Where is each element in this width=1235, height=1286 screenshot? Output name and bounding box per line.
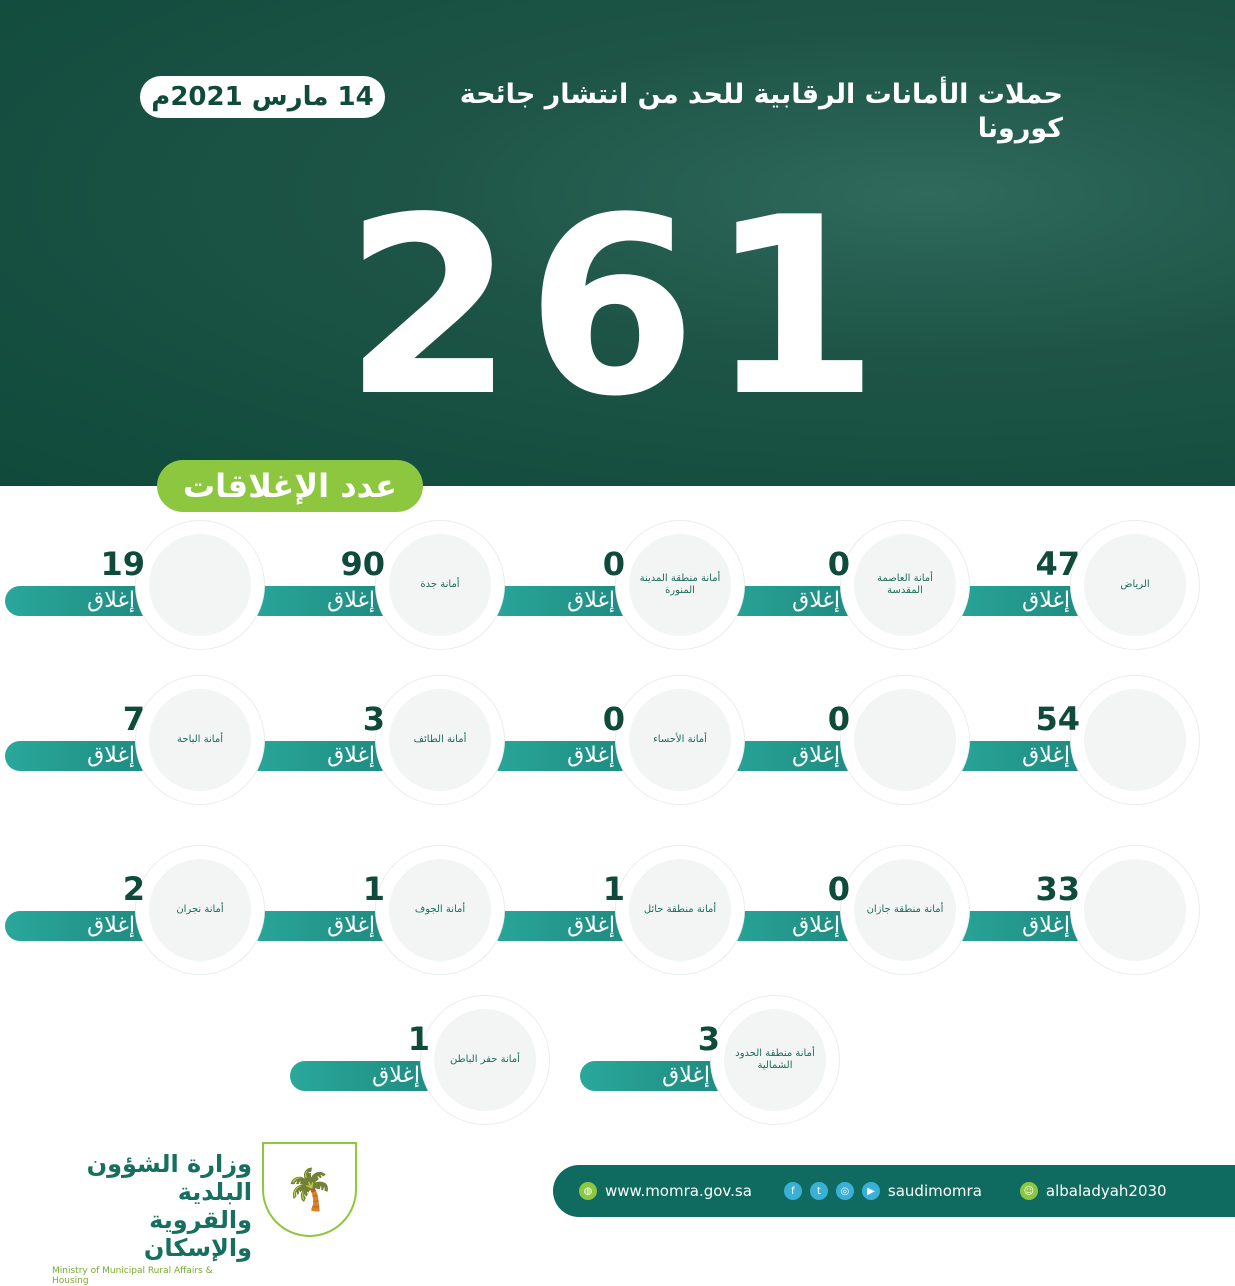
closure-count: 2 <box>122 870 145 908</box>
ministry-name-ar-2: والقروية والإسكان <box>143 1206 252 1262</box>
contact-bar: ◍ www.momra.gov.sa f t ◎ ▶ saudimomra ☺ … <box>553 1165 1235 1217</box>
facebook-icon[interactable]: f <box>783 1182 802 1200</box>
municipality-logo: أمانة منطقة حائل <box>629 859 731 961</box>
municipality-logo: أمانة الجوف <box>389 859 491 961</box>
municipality-logo <box>1084 689 1186 791</box>
municipality-item: إغلاق 54 <box>940 675 1200 805</box>
municipality-logo: أمانة نجران <box>149 859 251 961</box>
palm-swords-emblem-icon: 🌴 <box>262 1142 357 1237</box>
date-badge: 14 مارس 2021م <box>140 76 385 118</box>
municipality-item: إغلاق أمانة الأحساء 0 <box>485 675 745 805</box>
municipality-item: إغلاق الرياض 47 <box>940 520 1200 650</box>
closure-count: 3 <box>697 1020 720 1058</box>
closure-count: 47 <box>1035 545 1080 583</box>
municipality-item: إغلاق أمانة منطقة جازان 0 <box>710 845 970 975</box>
closure-count: 0 <box>827 700 850 738</box>
municipality-item: إغلاق أمانة حفر الباطن 1 <box>290 995 550 1125</box>
municipality-logo: أمانة منطقة الحدود الشمالية <box>724 1009 826 1111</box>
closure-count: 0 <box>827 545 850 583</box>
closure-count: 54 <box>1035 700 1080 738</box>
municipality-item: إغلاق أمانة منطقة الحدود الشمالية 3 <box>580 995 840 1125</box>
closure-count: 0 <box>602 545 625 583</box>
closure-count: 33 <box>1035 870 1080 908</box>
total-closures: 261 <box>343 165 892 450</box>
municipality-logo: أمانة حفر الباطن <box>434 1009 536 1111</box>
ministry-logo-text: وزارة الشؤون البلدية والقروية والإسكان M… <box>52 1150 252 1286</box>
closure-count: 90 <box>340 545 385 583</box>
ministry-name-ar-1: وزارة الشؤون البلدية <box>86 1150 252 1206</box>
municipality-logo: أمانة منطقة جازان <box>854 859 956 961</box>
municipality-item: إغلاق أمانة العاصمة المقدسة 0 <box>710 520 970 650</box>
municipality-item: إغلاق أمانة منطقة المدينة المنورة 0 <box>485 520 745 650</box>
website-link[interactable]: www.momra.gov.sa <box>605 1182 752 1200</box>
municipality-logo: أمانة الباحة <box>149 689 251 791</box>
municipality-item: إغلاق 33 <box>940 845 1200 975</box>
page-title: حملات الأمانات الرقابية للحد من انتشار ج… <box>459 79 1064 144</box>
closure-count: 19 <box>100 545 145 583</box>
closure-count: 1 <box>362 870 385 908</box>
municipality-item: إغلاق 0 <box>710 675 970 805</box>
social-handle[interactable]: saudimomra <box>887 1182 982 1200</box>
closure-count: 0 <box>602 700 625 738</box>
closure-count: 1 <box>407 1020 430 1058</box>
municipality-item: إغلاق أمانة نجران 2 <box>5 845 265 975</box>
twitter-icon[interactable]: t <box>809 1182 828 1200</box>
municipality-item: إغلاق أمانة الطائف 3 <box>245 675 505 805</box>
municipality-logo: أمانة منطقة المدينة المنورة <box>629 534 731 636</box>
hero-banner: حملات الأمانات الرقابية للحد من انتشار ج… <box>0 0 1235 486</box>
snapchat-handle[interactable]: albaladyah2030 <box>1045 1182 1167 1200</box>
municipality-logo: أمانة الأحساء <box>629 689 731 791</box>
closure-count: 3 <box>362 700 385 738</box>
municipality-item: إغلاق أمانة جدة 90 <box>245 520 505 650</box>
instagram-icon[interactable]: ◎ <box>835 1182 854 1200</box>
municipality-item: إغلاق أمانة الجوف 1 <box>245 845 505 975</box>
closures-heading: عدد الإغلاقات <box>157 460 423 512</box>
municipality-logo <box>854 689 956 791</box>
youtube-icon[interactable]: ▶ <box>861 1182 880 1200</box>
municipality-logo: أمانة الطائف <box>389 689 491 791</box>
globe-icon: ◍ <box>579 1182 597 1200</box>
municipality-item: إغلاق أمانة منطقة حائل 1 <box>485 845 745 975</box>
municipality-item: إغلاق 19 <box>5 520 265 650</box>
closure-count: 1 <box>602 870 625 908</box>
ministry-name-en: Ministry of Municipal Rural Affairs & Ho… <box>52 1266 213 1286</box>
closure-count: 0 <box>827 870 850 908</box>
municipality-logo: أمانة العاصمة المقدسة <box>854 534 956 636</box>
municipality-logo <box>1084 859 1186 961</box>
municipality-logo: أمانة جدة <box>389 534 491 636</box>
snapchat-icon[interactable]: ☺ <box>1019 1182 1038 1200</box>
municipality-logo: الرياض <box>1084 534 1186 636</box>
closure-count: 7 <box>122 700 145 738</box>
municipality-item: إغلاق أمانة الباحة 7 <box>5 675 265 805</box>
municipality-logo <box>149 534 251 636</box>
